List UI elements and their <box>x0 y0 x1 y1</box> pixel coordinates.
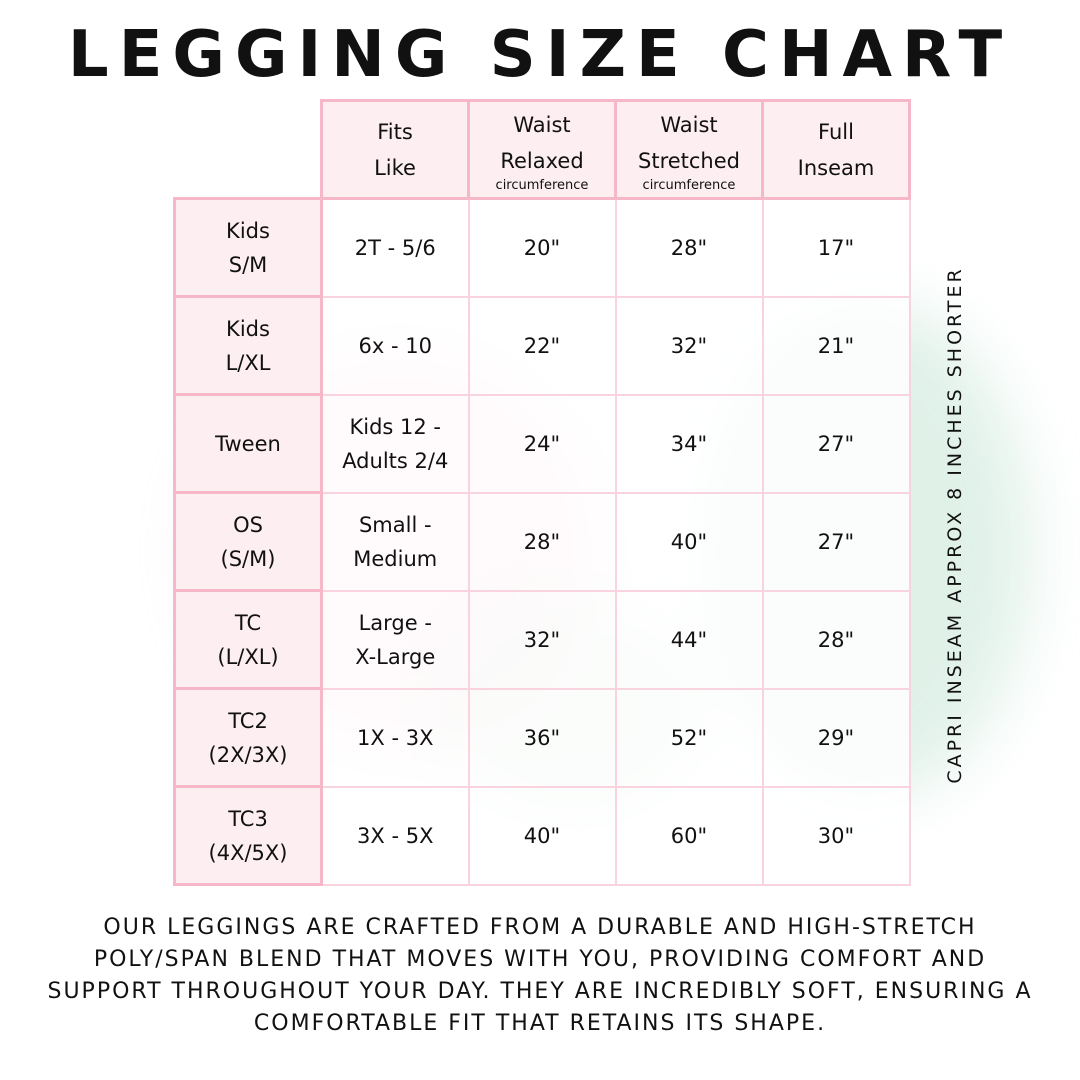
relaxed-cell: 28" <box>467 491 617 592</box>
header-line: Fits <box>377 119 413 144</box>
table-row: TC (L/XL) Large - X-Large 32" 44" 28" <box>173 589 911 690</box>
size-line: (L/XL) <box>217 644 279 669</box>
size-label: OS (S/M) <box>173 491 323 592</box>
relaxed-cell: 20" <box>467 197 617 298</box>
inseam-cell: 29" <box>761 687 911 788</box>
size-line: TC3 <box>228 806 268 831</box>
page-title: LEGGING SIZE CHART <box>67 18 1013 92</box>
table-row: Kids S/M 2T - 5/6 20" 28" 17" <box>173 197 911 298</box>
column-header: Full Inseam <box>761 99 911 200</box>
header-line: Full <box>818 119 854 144</box>
column-header: Waist Relaxed circumference <box>467 99 617 200</box>
fits-like-cell: 3X - 5X <box>320 785 470 886</box>
table-row: TC2 (2X/3X) 1X - 3X 36" 52" 29" <box>173 687 911 788</box>
inseam-cell: 30" <box>761 785 911 886</box>
fits-like-cell: Large - X-Large <box>320 589 470 690</box>
size-line: L/XL <box>225 350 271 375</box>
size-line: S/M <box>228 252 268 277</box>
size-label: TC2 (2X/3X) <box>173 687 323 788</box>
relaxed-cell: 40" <box>467 785 617 886</box>
fits-line: 2T - 5/6 <box>354 235 436 260</box>
size-label: Kids S/M <box>173 197 323 298</box>
fits-like-cell: Kids 12 - Adults 2/4 <box>320 393 470 494</box>
fits-like-cell: 6x - 10 <box>320 295 470 396</box>
size-line: (2X/3X) <box>208 742 288 767</box>
size-line: Kids <box>226 218 270 243</box>
fits-like-cell: Small - Medium <box>320 491 470 592</box>
header-subtitle: circumference <box>495 177 589 193</box>
size-chart-table: Fits Like Waist Relaxed circumference Waist St… <box>173 99 911 886</box>
fits-line: Medium <box>353 546 438 571</box>
fits-line: 3X - 5X <box>357 823 434 848</box>
fits-line: X-Large <box>355 644 436 669</box>
relaxed-cell: 22" <box>467 295 617 396</box>
table-row: TC3 (4X/5X) 3X - 5X 40" 60" 30" <box>173 785 911 886</box>
inseam-cell: 28" <box>761 589 911 690</box>
size-line: (4X/5X) <box>208 840 288 865</box>
stretched-cell: 34" <box>614 393 764 494</box>
inseam-cell: 21" <box>761 295 911 396</box>
size-label: Tween <box>173 393 323 494</box>
column-header: Waist Stretched circumference <box>614 99 764 200</box>
inseam-cell: 27" <box>761 393 911 494</box>
fits-line: Adults 2/4 <box>342 448 449 473</box>
header-line: Waist <box>660 112 718 137</box>
relaxed-cell: 32" <box>467 589 617 690</box>
stretched-cell: 40" <box>614 491 764 592</box>
size-line: Tween <box>215 431 281 456</box>
header-line: Like <box>374 155 416 180</box>
size-line: OS <box>233 512 263 537</box>
stretched-cell: 44" <box>614 589 764 690</box>
size-line: (S/M) <box>220 546 276 571</box>
relaxed-cell: 24" <box>467 393 617 494</box>
table-row: Tween Kids 12 - Adults 2/4 24" 34" 27" <box>173 393 911 494</box>
size-line: TC2 <box>228 708 268 733</box>
fits-line: Large - <box>358 610 432 635</box>
stretched-cell: 32" <box>614 295 764 396</box>
inseam-cell: 17" <box>761 197 911 298</box>
fits-line: 1X - 3X <box>357 725 434 750</box>
table-row: Kids L/XL 6x - 10 22" 32" 21" <box>173 295 911 396</box>
stretched-cell: 60" <box>614 785 764 886</box>
header-line: Waist <box>513 112 571 137</box>
header-line: Inseam <box>797 155 875 180</box>
fits-line: 6x - 10 <box>358 333 432 358</box>
header-subtitle: circumference <box>642 177 736 193</box>
size-line: TC <box>234 610 262 635</box>
stretched-cell: 28" <box>614 197 764 298</box>
table-row: OS (S/M) Small - Medium 28" 40" 27" <box>173 491 911 592</box>
header-line: Stretched <box>638 148 740 173</box>
capri-note: CAPRI INSEAM APPROX 8 INCHES SHORTER <box>944 266 966 784</box>
corner-cell <box>175 101 322 199</box>
size-label: Kids L/XL <box>173 295 323 396</box>
header-line: Relaxed <box>500 148 584 173</box>
fabric-description: Our leggings are crafted from a durable … <box>47 915 1033 1036</box>
size-line: Kids <box>226 316 270 341</box>
size-label: TC (L/XL) <box>173 589 323 690</box>
fits-like-cell: 1X - 3X <box>320 687 470 788</box>
stretched-cell: 52" <box>614 687 764 788</box>
inseam-cell: 27" <box>761 491 911 592</box>
fits-like-cell: 2T - 5/6 <box>320 197 470 298</box>
fits-line: Kids 12 - <box>349 414 442 439</box>
fits-line: Small - <box>358 512 432 537</box>
size-label: TC3 (4X/5X) <box>173 785 323 886</box>
relaxed-cell: 36" <box>467 687 617 788</box>
column-header: Fits Like <box>320 99 470 200</box>
